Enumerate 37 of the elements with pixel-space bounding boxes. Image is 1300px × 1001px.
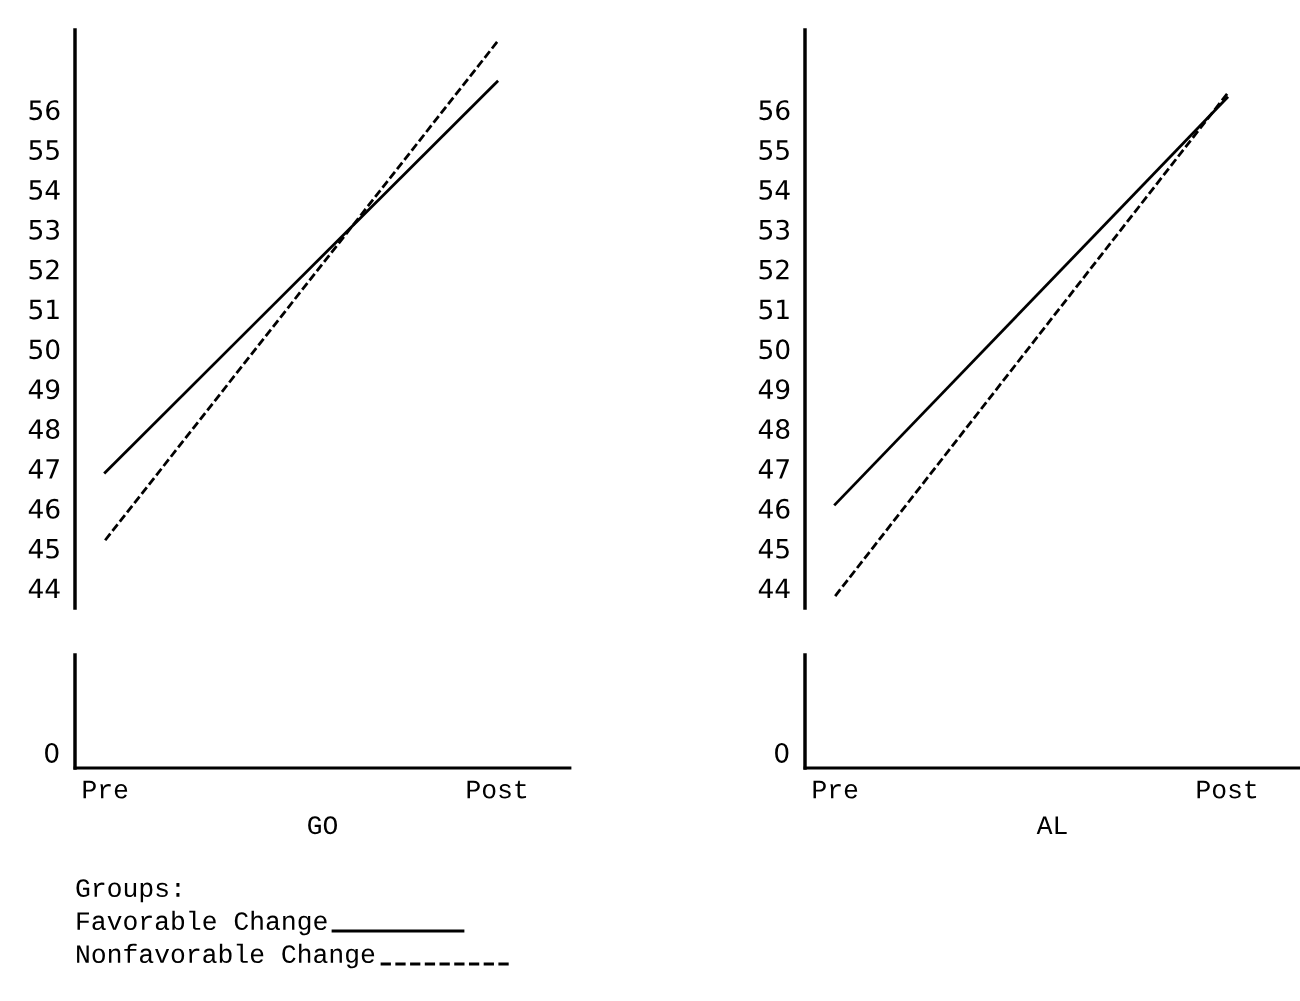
y-tick-label: 45 bbox=[28, 538, 59, 559]
y-tick-label: 56 bbox=[759, 100, 790, 121]
y-tick-label: 53 bbox=[759, 219, 789, 240]
y-tick-label: 56 bbox=[29, 100, 60, 121]
x-tick-label: Post bbox=[1197, 780, 1257, 799]
y-tick-label: 44 bbox=[28, 578, 60, 599]
y-tick-label: 54 bbox=[759, 180, 790, 200]
text: 0 bbox=[775, 742, 789, 763]
y-tick-label: 51 bbox=[759, 299, 789, 320]
y-tick-label: 50 bbox=[29, 339, 60, 360]
y-tick-label: 52 bbox=[759, 259, 789, 280]
y-tick-label: 47 bbox=[758, 459, 789, 479]
y-tick-label: 54 bbox=[29, 180, 60, 200]
y-tick-label: 47 bbox=[28, 459, 59, 479]
legend-label: Nonfavorable Change bbox=[77, 943, 375, 969]
y-tick-label: 51 bbox=[29, 299, 59, 320]
y-tick-label: 49 bbox=[758, 379, 790, 400]
y-tick-label: 52 bbox=[29, 259, 59, 280]
legend-label: Favorable Change bbox=[77, 910, 327, 936]
y-tick-label: 49 bbox=[28, 379, 60, 400]
y-tick-label: 48 bbox=[758, 419, 790, 440]
x-axis-title: AL bbox=[1036, 816, 1067, 834]
x-tick-label: Pre bbox=[813, 780, 858, 799]
y-tick-label: 46 bbox=[758, 498, 790, 519]
legend-title: Groups: bbox=[76, 879, 180, 903]
y-tick-label: 46 bbox=[28, 498, 60, 519]
y-tick-label: 53 bbox=[29, 219, 59, 240]
y-tick-label: 44 bbox=[758, 578, 790, 599]
x-tick-label: Pre bbox=[83, 780, 128, 799]
y-tick-label: 55 bbox=[29, 140, 59, 160]
text: 0 bbox=[45, 742, 59, 763]
x-tick-label: Post bbox=[467, 780, 527, 799]
y-tick-label: 45 bbox=[758, 538, 789, 559]
y-tick-label: 50 bbox=[759, 339, 790, 360]
y-tick-label: 48 bbox=[28, 419, 60, 440]
x-axis-title: GO bbox=[308, 816, 338, 835]
y-tick-label: 55 bbox=[759, 140, 789, 160]
